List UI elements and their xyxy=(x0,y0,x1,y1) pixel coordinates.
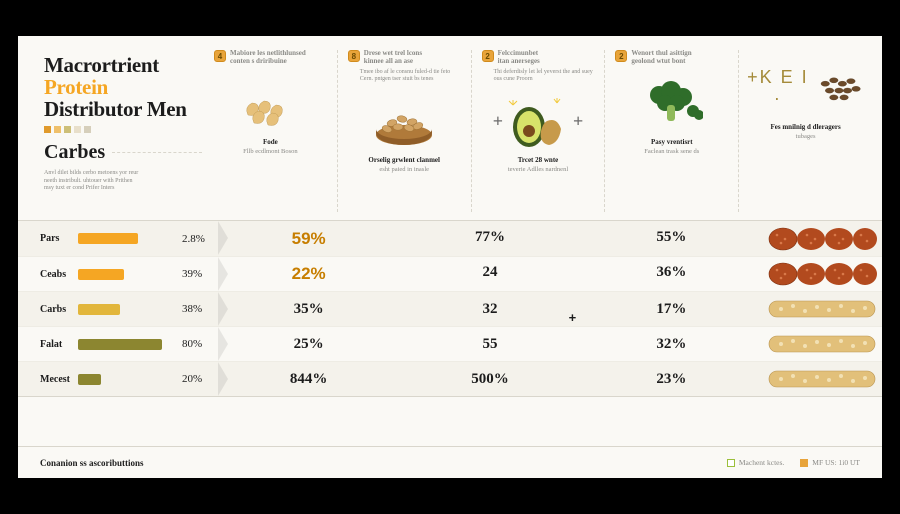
col-head: Felccimunbetitan anerseges xyxy=(498,50,540,65)
value-cell: 59% xyxy=(218,229,399,249)
value-cell: +17% xyxy=(581,301,762,318)
value-cell: 32 xyxy=(399,301,580,318)
title-accent: Protein xyxy=(44,75,108,99)
table-row: Mecest 20% 844%500%23% xyxy=(18,361,882,396)
table-row: Falat 80% 25%5532% xyxy=(18,326,882,361)
row-label: Carbs xyxy=(18,304,78,315)
bar-cell: 20% xyxy=(78,373,218,385)
col-badge: 2 xyxy=(615,50,627,62)
title-line1: Macrortrient xyxy=(44,53,159,77)
value-cell: 77% xyxy=(399,229,580,249)
table-row: Ceabs 39% 22%2436% xyxy=(18,256,882,291)
col-sub: Thi deferdisly let lel yeverst the and s… xyxy=(478,69,599,83)
value-cell: 36% xyxy=(581,264,762,284)
header-col: 4 Mabiore les netlithlunsedconten s driri… xyxy=(204,50,337,212)
bar-cell: 80% xyxy=(78,338,218,350)
intro-blurb: Anvl dilet bilds cerbo metoens yor reur … xyxy=(44,170,139,193)
bar-value: 39% xyxy=(182,268,218,280)
food-illustration xyxy=(344,89,465,153)
value-cell: 35% xyxy=(218,301,399,318)
header-col: +K E I · Fes mnilnig d dleragerstubages xyxy=(738,50,872,212)
col-badge: 2 xyxy=(482,50,494,62)
legend-item: Machent kctes. xyxy=(727,458,784,467)
swatch xyxy=(64,126,71,133)
value-cell: 55 xyxy=(399,336,580,353)
header-left: Macrortrient Protein Distributor Men Car… xyxy=(44,54,224,193)
row-food xyxy=(762,225,882,253)
food-illustration: ++ xyxy=(478,89,599,153)
row-label: Mecest xyxy=(18,374,78,385)
legend-item: MF US: 1i0 UT xyxy=(800,458,860,467)
food-caption: FodeFllb ecdlmont Boson xyxy=(210,139,331,155)
row-label: Pars xyxy=(18,233,78,244)
value-cell: 22% xyxy=(218,264,399,284)
bar-cell: 38% xyxy=(78,303,218,315)
swatch xyxy=(44,126,51,133)
bar-value: 20% xyxy=(182,373,218,385)
row-food xyxy=(762,330,882,358)
header-col: 2 Felccimunbetitan anerseges Thi deferdis… xyxy=(471,50,605,212)
swatch xyxy=(84,126,91,133)
row-label: Falat xyxy=(18,339,78,350)
header-columns: 4 Mabiore les netlithlunsedconten s driri… xyxy=(204,50,872,212)
color-swatches xyxy=(44,126,224,133)
swatch xyxy=(74,126,81,133)
header-col: 8 Drese wet trel lconskinnee all an ase T… xyxy=(337,50,471,212)
col-head: Mabiore les netlithlunsedconten s dririb… xyxy=(230,50,306,65)
value-cell: 55% xyxy=(581,229,762,249)
bar-cell: 39% xyxy=(78,268,218,280)
bar-value: 80% xyxy=(182,338,218,350)
value-cell: 23% xyxy=(581,371,762,388)
legend: Machent kctes. MF US: 1i0 UT xyxy=(727,458,860,467)
food-illustration xyxy=(210,71,331,135)
value-cell: 844% xyxy=(218,371,399,388)
food-caption: Orselig grwlent clanmelesht paied in ina… xyxy=(344,157,465,173)
food-caption: Fes mnilnig d dleragerstubages xyxy=(745,124,866,140)
row-food xyxy=(762,260,882,288)
page-title: Macrortrient Protein Distributor Men xyxy=(44,54,224,120)
value-cell: 24 xyxy=(399,264,580,284)
col-head: Drese wet trel lconskinnee all an ase xyxy=(364,50,422,65)
bar-value: 38% xyxy=(182,303,218,315)
col-badge: 4 xyxy=(214,50,226,62)
value-cell: 32% xyxy=(581,336,762,353)
swatch xyxy=(54,126,61,133)
table-row: Carbs 38% 35%32+17% xyxy=(18,291,882,326)
table-row: Pars 2.8% 59%77%55% xyxy=(18,221,882,256)
row-label: Ceabs xyxy=(18,269,78,280)
food-caption: Pasy vrentisrtFaclean trask sene ds xyxy=(611,139,732,155)
food-caption: Trcet 28 wnteteverie Adlles nardnenl xyxy=(478,157,599,173)
value-cell: 500% xyxy=(399,371,580,388)
col-badge: 8 xyxy=(348,50,360,62)
footer-caption: Conanion ss ascoributtions xyxy=(40,458,144,468)
title-line2: Distributor Men xyxy=(44,97,187,121)
col-head: Wenort thul asittigngeolond wtut bont xyxy=(631,50,691,65)
bar-value: 2.8% xyxy=(182,233,218,245)
row-food xyxy=(762,295,882,323)
value-cell: 25% xyxy=(218,336,399,353)
macro-table: Pars 2.8% 59%77%55% Ceabs 39% 22%2436% C… xyxy=(18,220,882,397)
bar-cell: 2.8% xyxy=(78,233,218,245)
col-sub: Tmee ibo af le consnu fuled-d tie feto C… xyxy=(344,69,465,83)
row-food xyxy=(762,365,882,393)
header-col: 2 Wenort thul asittigngeolond wtut bont P… xyxy=(604,50,738,212)
food-illustration xyxy=(611,71,732,135)
food-illustration: +K E I · xyxy=(745,56,866,120)
footer: Conanion ss ascoributtions Machent kctes… xyxy=(18,446,882,478)
subtitle: Carbes xyxy=(44,141,224,164)
